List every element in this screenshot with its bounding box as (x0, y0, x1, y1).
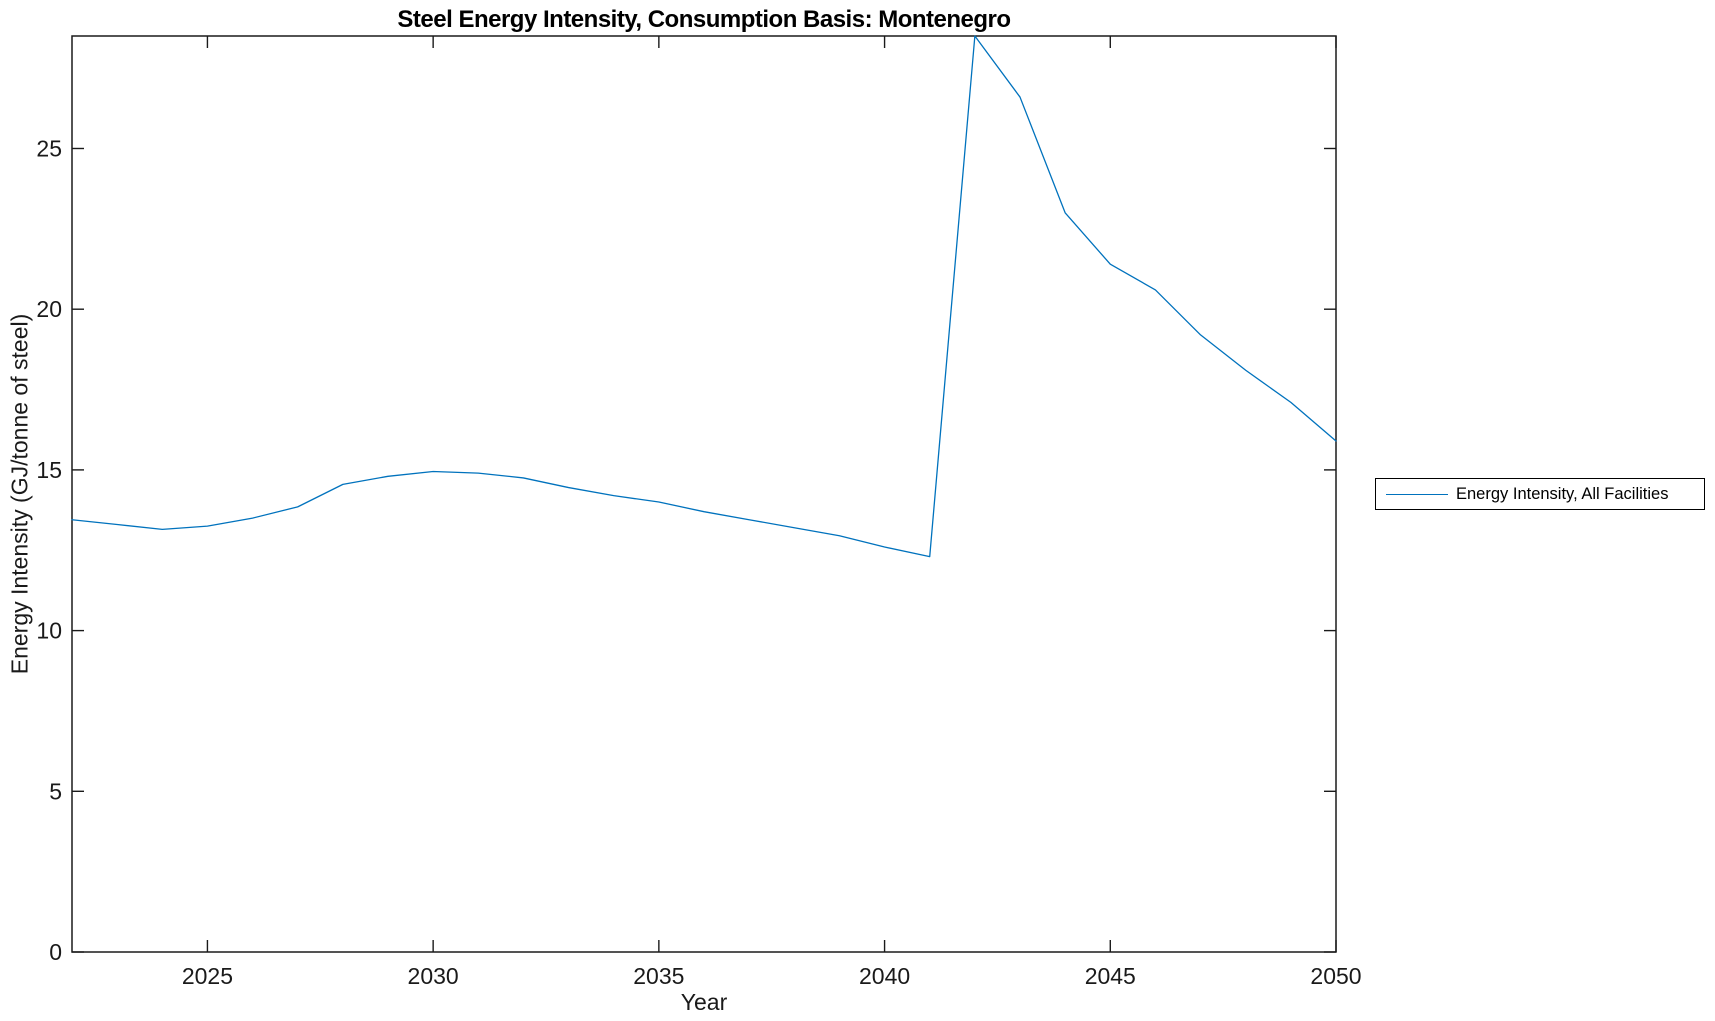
y-tick-label: 10 (36, 618, 62, 644)
x-tick-label: 2040 (859, 963, 910, 989)
x-axis-label: Year (680, 989, 728, 1015)
y-tick-label: 15 (36, 457, 62, 483)
legend-line-sample (1386, 493, 1448, 495)
x-tick-label: 2030 (408, 963, 459, 989)
y-tick-label: 5 (49, 778, 62, 804)
legend-entry-label: Energy Intensity, All Facilities (1456, 484, 1669, 503)
y-tick-label: 25 (36, 135, 62, 161)
series-line (71, 35, 1337, 558)
x-tick-label: 2035 (633, 963, 684, 989)
legend: Energy Intensity, All Facilities (1375, 478, 1705, 510)
y-tick-label: 20 (36, 296, 62, 322)
x-tick-label: 2025 (182, 963, 233, 989)
x-tick-label: 2050 (1310, 963, 1361, 989)
y-axis-label: Energy Intensity (GJ/tonne of steel) (6, 313, 33, 675)
axes-box (71, 35, 1337, 953)
x-tick-label: 2045 (1085, 963, 1136, 989)
y-tick-label: 0 (49, 939, 62, 965)
chart-title: Steel Energy Intensity, Consumption Basi… (397, 6, 1011, 33)
